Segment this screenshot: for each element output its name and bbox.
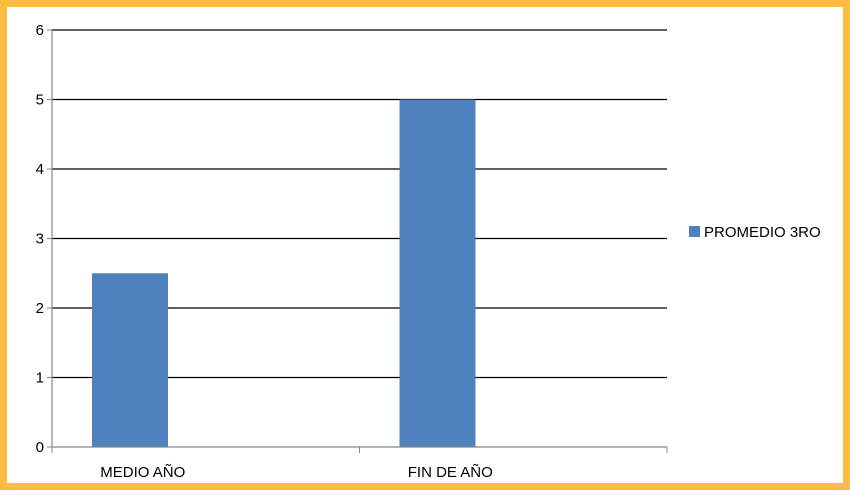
y-tick-label: 1 xyxy=(36,370,44,387)
y-tick-label: 4 xyxy=(36,161,44,178)
legend: PROMEDIO 3RO xyxy=(689,224,821,241)
axes xyxy=(47,29,668,453)
legend-swatch xyxy=(689,226,700,237)
y-tick-label: 3 xyxy=(36,231,44,248)
bars xyxy=(92,99,476,447)
y-tick-label: 2 xyxy=(36,300,44,317)
bar-medio-ano xyxy=(92,273,168,447)
x-tick-label: FIN DE AÑO xyxy=(408,464,493,481)
y-tick-label: 6 xyxy=(36,22,44,39)
y-tick-labels: 0 1 2 3 4 5 6 xyxy=(36,22,44,456)
bar-chart: 0 1 2 3 4 5 6 MEDIO AÑO FIN DE AÑO PROMEDIO 3RO xyxy=(36,22,821,481)
x-tick-label: MEDIO AÑO xyxy=(100,464,185,481)
bar-fin-de-ano xyxy=(399,99,476,447)
y-tick-label: 0 xyxy=(36,439,44,456)
x-tick-labels: MEDIO AÑO FIN DE AÑO xyxy=(100,464,493,481)
legend-label: PROMEDIO 3RO xyxy=(704,224,821,241)
y-tick-label: 5 xyxy=(36,92,44,109)
